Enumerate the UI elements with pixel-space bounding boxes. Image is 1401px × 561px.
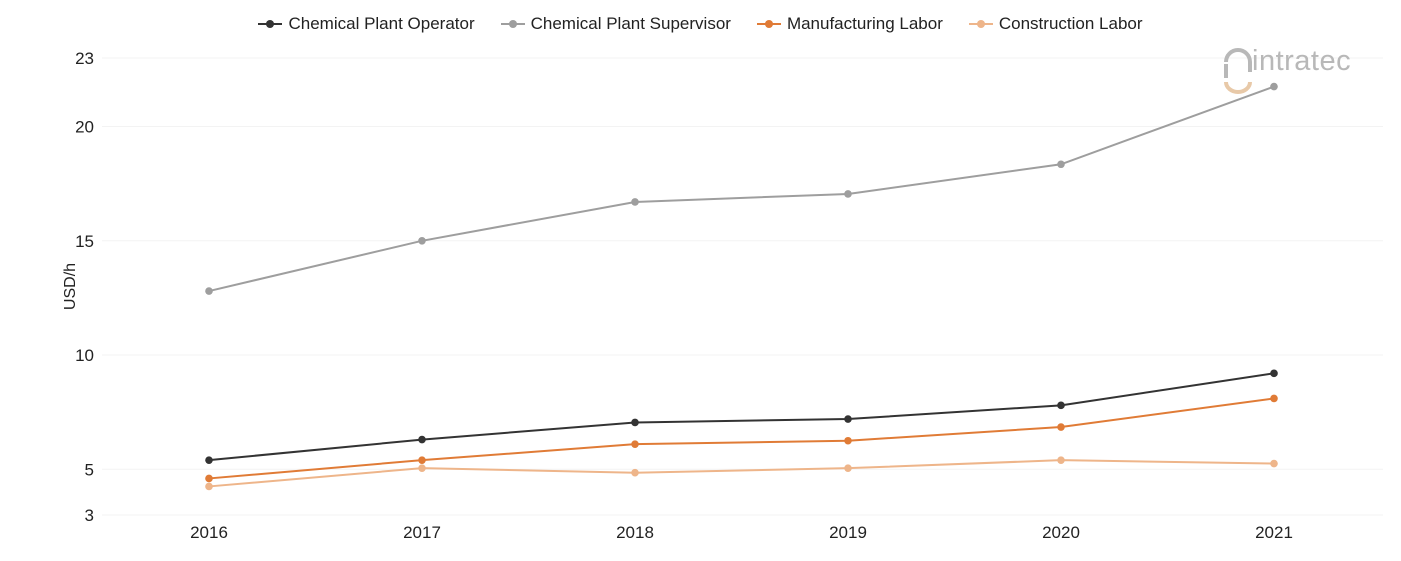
y-tick-label: 15	[75, 232, 94, 251]
intratec-logo: intratec	[1222, 42, 1351, 94]
y-axis-label: USD/h	[62, 263, 79, 310]
data-point-construction-labor	[418, 464, 426, 472]
data-point-construction-labor	[631, 468, 639, 477]
x-tick-label: 2016	[190, 523, 228, 542]
logo-text: intratec	[1252, 44, 1352, 77]
legend-swatch	[258, 17, 283, 31]
x-tick-label: 2021	[1255, 523, 1293, 542]
x-tick-label: 2018	[616, 523, 654, 542]
data-point-construction-labor	[844, 464, 852, 472]
legend-item-construction-labor[interactable]: Construction Labor	[968, 14, 1143, 34]
legend-swatch	[756, 17, 781, 31]
data-point-manufacturing-labor	[418, 456, 426, 464]
y-tick-label: 5	[85, 460, 94, 479]
series-line-construction-labor	[208, 459, 1275, 488]
x-tick-label: 2017	[403, 523, 441, 542]
series-line-chemical-plant-operator	[208, 372, 1275, 462]
legend-label: Chemical Plant Supervisor	[530, 14, 731, 33]
legend-label: Manufacturing Labor	[786, 14, 943, 33]
data-point-chemical-plant-operator	[418, 435, 426, 444]
legend: Chemical Plant Operator Chemical Plant Su…	[0, 14, 1401, 34]
x-tick-label: 2020	[1042, 523, 1080, 542]
data-point-chemical-plant-supervisor	[1270, 82, 1278, 91]
data-point-construction-labor	[205, 482, 213, 491]
data-point-manufacturing-labor	[205, 474, 213, 483]
data-point-manufacturing-labor	[1057, 423, 1065, 431]
series-line-chemical-plant-supervisor	[208, 85, 1275, 293]
legend-swatch	[500, 17, 525, 31]
data-point-manufacturing-labor	[844, 436, 852, 445]
data-point-chemical-plant-operator	[844, 415, 852, 423]
data-point-manufacturing-labor	[631, 440, 639, 448]
data-point-chemical-plant-operator	[1057, 401, 1065, 410]
data-point-construction-labor	[1270, 459, 1278, 468]
y-tick-label: 20	[75, 118, 94, 137]
legend-item-manufacturing-labor[interactable]: Manufacturing Labor	[756, 14, 943, 34]
legend-item-chemical-plant-operator[interactable]: Chemical Plant Operator	[258, 14, 475, 34]
x-tick-label: 2019	[829, 523, 867, 542]
data-point-chemical-plant-supervisor	[205, 287, 213, 295]
data-point-chemical-plant-supervisor	[418, 237, 426, 245]
y-tick-label: 23	[75, 49, 94, 68]
legend-label: Construction Labor	[998, 14, 1143, 33]
legend-swatch	[968, 17, 993, 31]
logo-mark-icon	[1222, 42, 1256, 94]
series-line-manufacturing-labor	[208, 397, 1275, 480]
legend-label: Chemical Plant Operator	[288, 14, 475, 33]
data-point-chemical-plant-supervisor	[844, 190, 852, 198]
data-point-chemical-plant-supervisor	[631, 198, 639, 206]
data-point-chemical-plant-supervisor	[1057, 160, 1065, 169]
data-point-manufacturing-labor	[1270, 394, 1278, 403]
data-point-chemical-plant-operator	[1270, 369, 1278, 378]
data-point-chemical-plant-operator	[205, 456, 213, 464]
data-point-construction-labor	[1057, 456, 1065, 464]
y-tick-label: 3	[85, 506, 94, 525]
legend-item-chemical-plant-supervisor[interactable]: Chemical Plant Supervisor	[500, 14, 731, 34]
data-point-chemical-plant-operator	[631, 418, 639, 427]
y-tick-label: 10	[75, 346, 94, 365]
